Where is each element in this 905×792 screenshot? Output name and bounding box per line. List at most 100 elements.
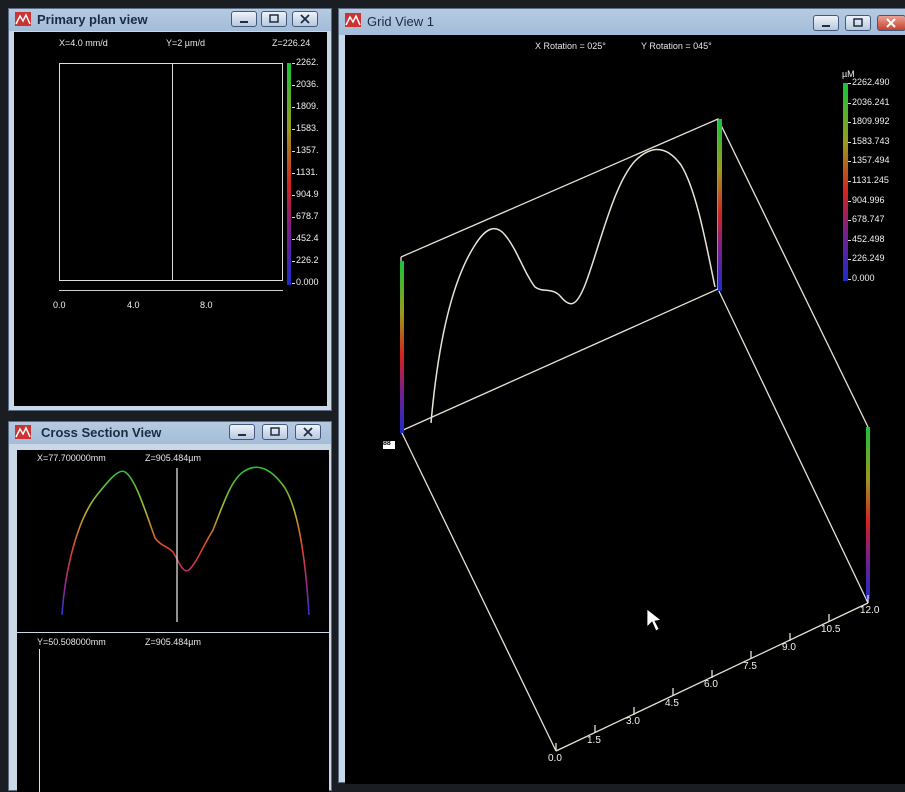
scale-tick [848,220,851,222]
scale-label: 904.996 [852,194,885,205]
scale-label: 2036.241 [852,96,890,107]
scale-label: 452.4 [296,233,319,243]
close-button[interactable] [295,424,321,440]
scale-label: 226.249 [852,253,885,264]
axis-tick-label: 4.5 [665,697,679,709]
scale-tick [848,102,851,104]
primary-plan-window: Primary plan view X=4.0 mm/d Y=2 µm/d Z=… [8,8,332,411]
grid-view-titlebar[interactable]: Grid View 1 [339,9,905,35]
minimize-icon [822,25,830,27]
scale-tick [292,129,295,130]
surface-profile-curve [430,148,716,424]
cross-section-lower-canvas[interactable]: Y=50.508000mm Z=905.484µm [17,633,329,792]
scale-label: 1583. [296,123,319,133]
scale-tick [848,181,851,182]
scale-label: 452.498 [852,233,885,244]
app-icon [15,12,31,26]
corner-scale-bar [718,119,722,291]
cross-section-upper-canvas[interactable]: X=77.700000mm Z=905.484µm [17,450,329,632]
grid-3d-plot [383,83,870,752]
maximize-button[interactable] [845,15,871,31]
axis-tick-label: 6.0 [704,679,718,690]
scale-tick [292,85,295,86]
axis-tick-label: 3.0 [626,716,640,727]
scale-tick [292,63,295,64]
corner-scale-bar [400,261,404,433]
app-icon [15,425,31,439]
scale-tick [848,141,851,143]
legend-unit: µM [842,69,855,79]
axis-tick-label: 9.0 [782,642,796,653]
app-icon [345,13,361,27]
close-icon [303,427,313,437]
axis-tick-label: 12.0 [860,605,880,616]
scale-tick [848,239,851,241]
window-title: Grid View 1 [367,14,434,29]
plan-cursor-line[interactable] [172,63,173,281]
minimize-button[interactable] [231,11,257,27]
scale-label: 2036. [296,79,319,89]
corner-scale-bar [866,427,870,599]
cross-section-titlebar[interactable]: Cross Section View [9,422,331,444]
scale-label: 904.9 [296,189,319,199]
scale-tick [848,83,851,84]
legend-color-bar [843,83,848,281]
scale-tick [848,122,851,124]
close-button[interactable] [292,11,318,27]
axis-tick-label: 10.5 [821,623,841,635]
x-tick-label: 8.0 [200,300,213,310]
cross-section-window: Cross Section View X=77.700000mm Z=905.4… [8,421,332,792]
lower-cursor-line [39,649,40,792]
maximize-icon [270,427,280,436]
minimize-icon [240,21,248,23]
scale-tick [292,239,295,240]
scale-label: 0.000 [296,277,319,287]
axis-tick-marks [555,595,869,751]
scale-label: 2262.490 [852,77,890,87]
scale-label: 678.747 [852,214,885,225]
axis-tick-label: 1.5 [587,734,601,746]
scale-tick [292,173,295,174]
scale-label: 1357.494 [852,155,890,166]
plan-frame [59,63,283,281]
maximize-button[interactable] [262,424,288,440]
section-divider [17,632,329,633]
z-readout: Z=226.24 [272,38,311,48]
primary-plan-titlebar[interactable]: Primary plan view [9,9,331,31]
scale-tick [848,279,851,280]
plan-color-scale [287,63,291,285]
minimize-button[interactable] [813,15,839,31]
y-readout: Y=50.508000mm [37,637,106,647]
x-tick-label: 0.0 [53,300,66,310]
scale-label: 1131. [296,167,318,177]
corner-marker-box [383,441,395,449]
scale-label: 1131.245 [852,175,889,185]
close-button[interactable] [877,15,905,31]
scale-tick [292,283,295,284]
scale-label: 678.7 [296,211,319,221]
primary-plan-canvas[interactable]: X=4.0 mm/d Y=2 µm/d Z=226.24 0.0 4.0 8.0… [14,32,327,406]
maximize-icon [853,18,863,27]
maximize-icon [269,14,279,23]
axis-tick-label: 7.5 [743,660,757,672]
scale-tick [848,161,851,163]
scale-label: 1583.743 [852,135,890,146]
scale-tick [848,200,851,202]
scale-tick [848,259,851,261]
grid-view-canvas[interactable]: X Rotation = 025° Y Rotation = 045° [345,35,905,784]
scale-label: 0.000 [852,273,875,283]
window-title: Primary plan view [37,12,148,27]
scale-tick [292,107,295,108]
x-readout: X=77.700000mm [37,453,106,463]
scale-tick [292,217,295,218]
scale-label: 1809. [296,101,319,111]
x-readout: X=4.0 mm/d [59,38,108,48]
scale-label: 226.2 [296,255,319,265]
minimize-button[interactable] [229,424,255,440]
scale-label: 1809.992 [852,116,890,127]
x-rotation-readout: X Rotation = 025° [535,41,606,51]
maximize-button[interactable] [261,11,287,27]
close-icon [886,18,896,28]
profile-curve [61,466,310,616]
scale-tick [292,261,295,262]
